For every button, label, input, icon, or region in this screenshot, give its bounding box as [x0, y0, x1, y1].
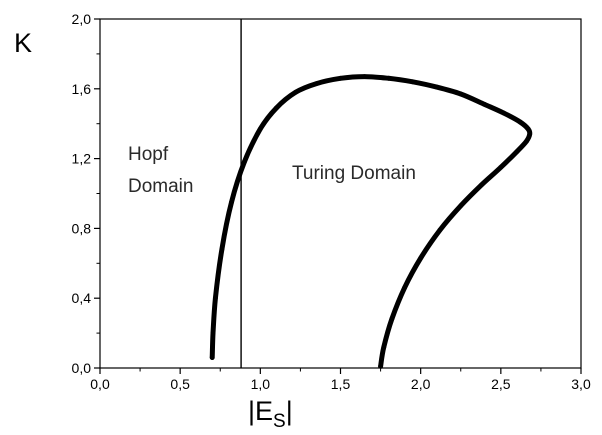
y-tick-label: 0,0: [72, 360, 92, 376]
y-tick-label: 0,4: [72, 290, 92, 306]
data-point: [418, 255, 424, 261]
data-point: [434, 84, 440, 90]
y-axis-title: K: [14, 28, 32, 58]
data-point: [274, 105, 279, 111]
data-point: [293, 89, 298, 95]
x-tick-label: 0,5: [170, 376, 190, 392]
data-point: [314, 81, 319, 86]
data-point: [517, 119, 523, 125]
x-axis-title-suffix: |: [286, 396, 293, 426]
x-tick-label: 0,0: [90, 376, 110, 392]
data-point: [362, 74, 367, 79]
data-point: [386, 75, 391, 81]
data-point: [219, 246, 225, 252]
y-tick-label: 1,6: [72, 81, 92, 97]
series-points: [209, 74, 533, 369]
x-tick-label: 2,0: [411, 376, 431, 392]
y-tick-label: 1,2: [72, 151, 92, 167]
plot-frame: [99, 18, 582, 369]
annotation-turing: Turing Domain: [292, 163, 416, 184]
data-point: [378, 363, 383, 369]
y-tick-label: 0,8: [72, 220, 92, 236]
x-tick-label: 1,5: [331, 376, 351, 392]
data-point: [501, 110, 507, 116]
data-point: [482, 102, 488, 107]
data-point: [527, 131, 533, 137]
data-point: [210, 330, 216, 336]
data-point: [514, 149, 520, 155]
data-point: [257, 126, 263, 132]
series-line: [209, 74, 533, 369]
data-point: [458, 91, 464, 97]
data-point: [498, 164, 504, 170]
annotation-hopf-line2: Domain: [128, 176, 193, 197]
data-point: [410, 79, 416, 85]
data-point: [241, 159, 247, 165]
data-point: [458, 203, 464, 209]
y-tick-label: 2,0: [72, 11, 92, 27]
data-point: [338, 75, 343, 81]
tick-labels: 0,0 0,5 1,0 1,5 2,0 2,5 3,0 0,0 0,4 0,8 1,2 1,6 2,0: [72, 11, 591, 392]
x-tick-label: 2,5: [491, 376, 511, 392]
data-point: [437, 227, 443, 233]
x-axis-title-main: |E: [248, 396, 273, 426]
data-point: [229, 199, 234, 205]
annotation-hopf-line1: Hopf: [128, 144, 169, 165]
data-point: [524, 138, 529, 144]
data-point: [209, 355, 215, 360]
data-point: [525, 126, 531, 132]
data-point: [381, 344, 387, 350]
x-axis-title-subscript: S: [273, 411, 286, 432]
data-point: [213, 295, 218, 301]
data-point: [389, 316, 395, 322]
x-tick-label: 1,0: [251, 376, 271, 392]
x-axis-title: |ES|: [248, 396, 293, 432]
x-tick-label: 3,0: [571, 376, 591, 392]
data-point: [402, 285, 407, 291]
data-point: [479, 182, 484, 188]
